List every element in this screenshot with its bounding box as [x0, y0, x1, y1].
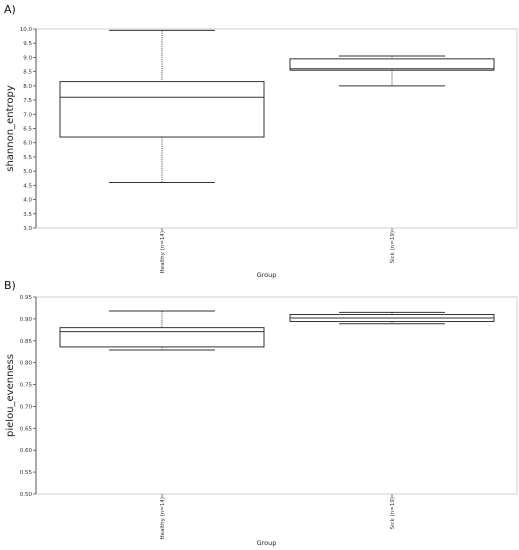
y-tick-label: 0.85	[20, 339, 33, 345]
iqr-box	[289, 58, 495, 71]
y-tick-label: 7.5	[23, 98, 32, 104]
iqr-box	[59, 327, 265, 348]
y-tick-label: 9.5	[23, 41, 32, 47]
y-tick-label: 10.0	[20, 27, 33, 33]
y-tick-label: 9.0	[23, 55, 32, 61]
x-axis-title: Group	[257, 539, 277, 547]
plot-frame	[35, 296, 518, 495]
y-tick-label: 0.50	[20, 492, 33, 498]
y-tick-label: 0.65	[20, 426, 33, 432]
y-tick-label: 0.95	[20, 295, 33, 301]
panel-label: A)	[4, 3, 16, 16]
y-tick-label: 0.80	[20, 361, 33, 367]
y-tick-label: 0.55	[20, 470, 33, 476]
y-tick-label: 4.0	[23, 198, 32, 204]
y-tick-label: 6.0	[23, 141, 32, 147]
y-tick-label: 5.5	[23, 155, 32, 161]
y-axis-title: shannon_entropy	[5, 85, 16, 172]
y-tick-label: 7.0	[23, 112, 32, 118]
y-tick-label: 5.0	[23, 169, 32, 175]
panel-label: B)	[4, 279, 16, 292]
x-tick-label: Sick (n=19)	[390, 497, 396, 529]
x-axis-title: Group	[257, 271, 277, 279]
x-tick-label: Healthy (n=14)	[160, 231, 166, 273]
y-tick-label: 3.5	[23, 212, 32, 218]
chart-panel-2: B) 0.50 0.55 0.60 0.65 0.70 0.75 0.80 0.85 0.90 0.…	[4, 279, 518, 547]
y-tick-label: 0.75	[20, 383, 33, 389]
box-2	[289, 311, 495, 325]
x-tick-label: Sick (n=19)	[390, 231, 396, 263]
box-1	[59, 310, 265, 351]
iqr-box	[59, 81, 265, 138]
box-1	[59, 29, 265, 184]
y-tick-label: 0.90	[20, 317, 33, 323]
y-tick-label: 0.60	[20, 448, 33, 454]
y-axis-title: pielou_evenness	[5, 354, 16, 437]
y-tick-label: 4.5	[23, 183, 32, 189]
box-2	[289, 55, 495, 87]
y-tick-label: 3.0	[23, 226, 32, 232]
x-tick-label: Healthy (n=14)	[160, 497, 166, 539]
y-tick-label: 6.5	[23, 127, 32, 133]
chart-panel-1: A) 3.0 3.5 4.0 4.5 5.0 5.5 6.0 6.5 7.0 7.5 8.0 8.5 9.…	[4, 3, 518, 279]
y-tick-label: 8.0	[23, 84, 32, 90]
y-tick-label: 8.5	[23, 70, 32, 76]
y-tick-label: 0.70	[20, 404, 33, 410]
